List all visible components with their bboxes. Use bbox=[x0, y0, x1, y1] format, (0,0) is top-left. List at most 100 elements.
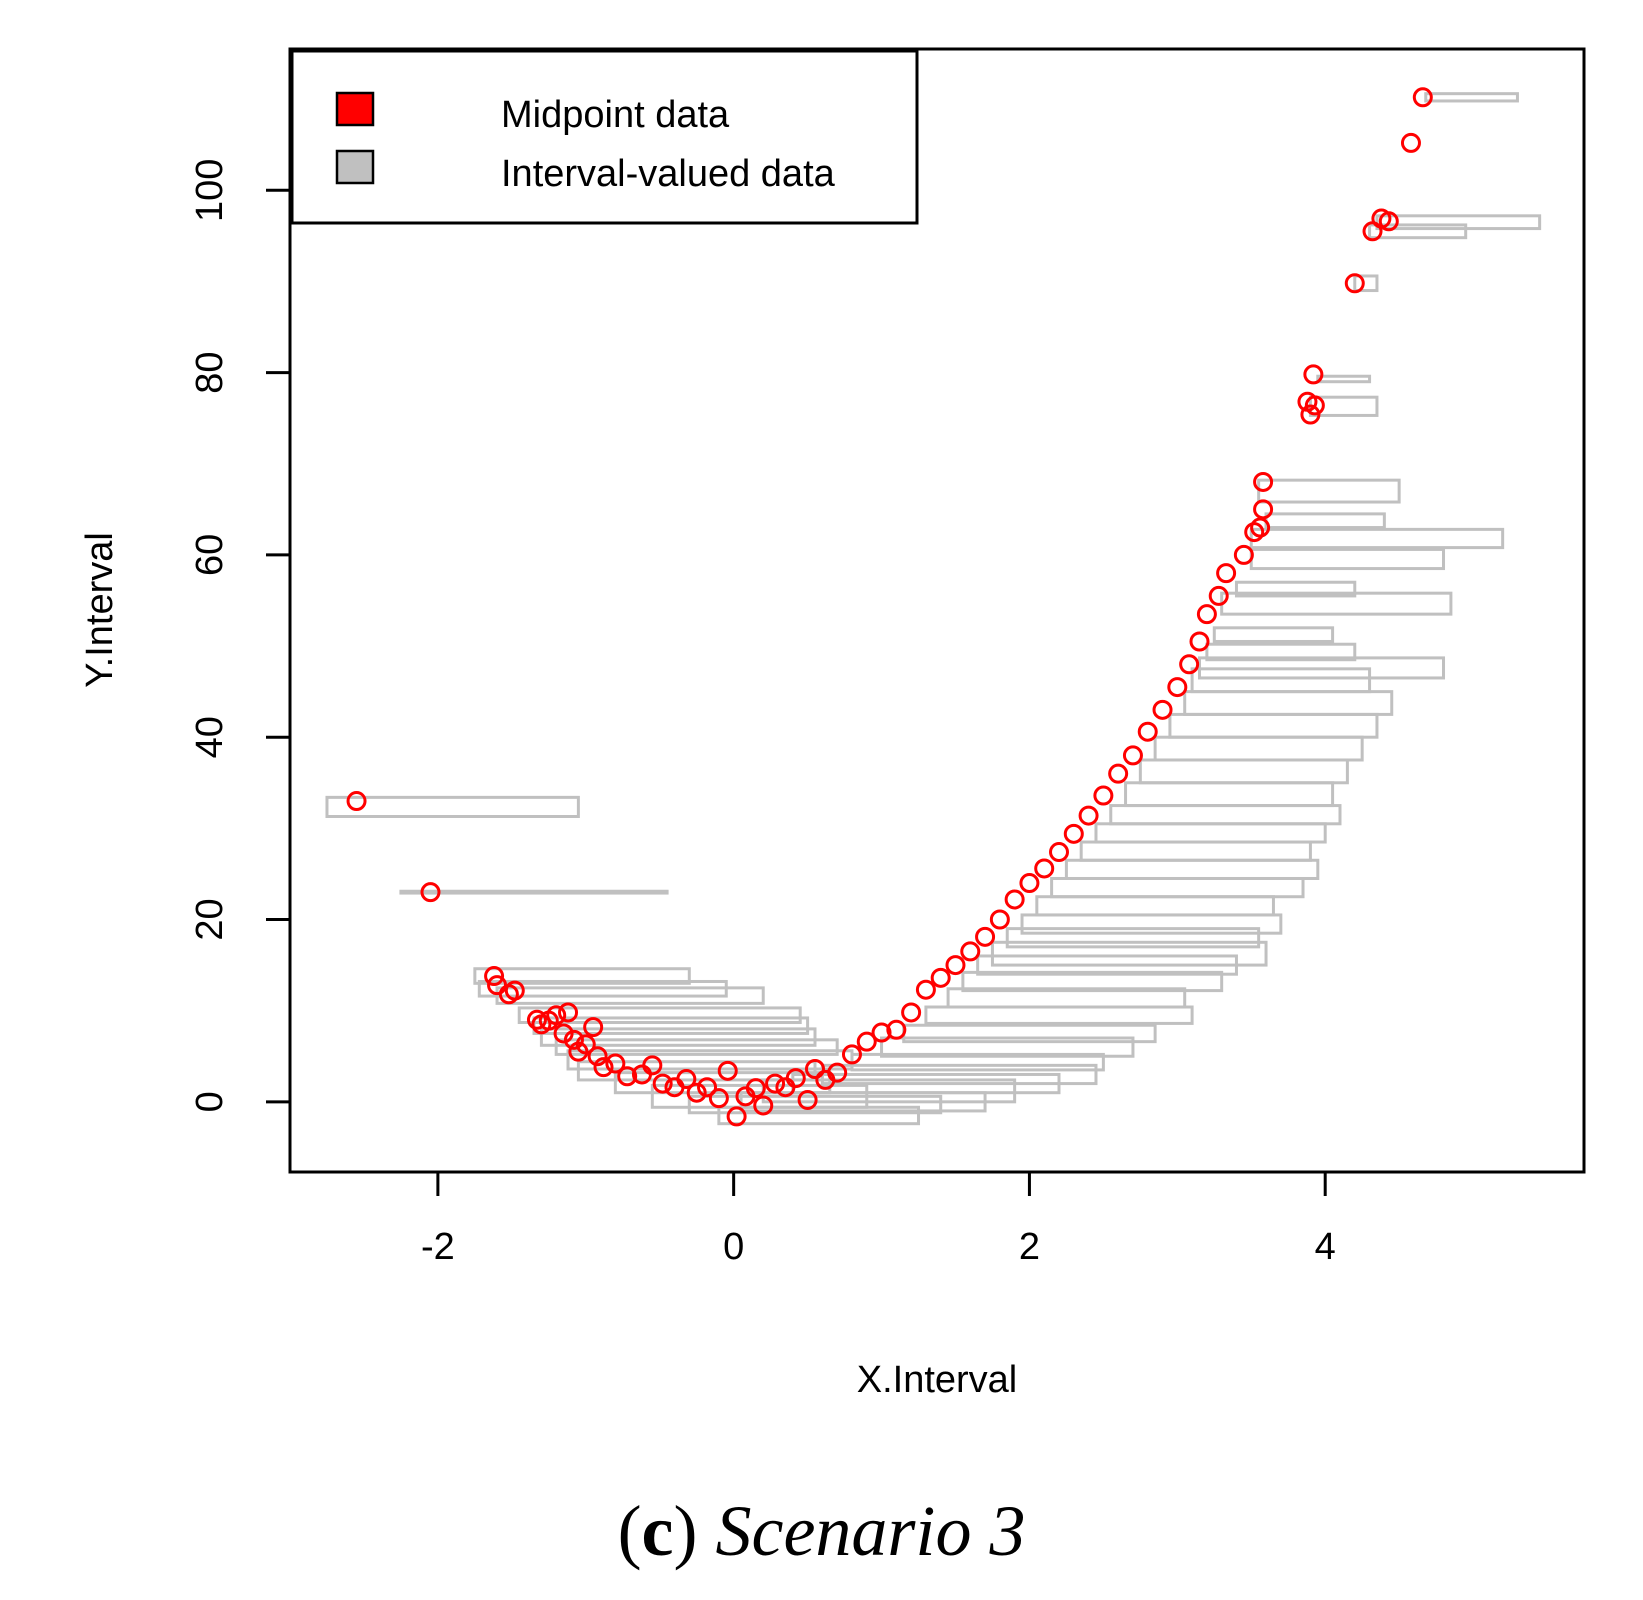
interval-rectangle bbox=[1353, 274, 1379, 293]
x-tick-label: 4 bbox=[1315, 1226, 1336, 1268]
interval-rectangle bbox=[1079, 840, 1312, 862]
midpoint-marker bbox=[1167, 677, 1188, 698]
interval-rectangle bbox=[1424, 92, 1519, 103]
midpoint-marker bbox=[1303, 364, 1324, 385]
midpoint-marker bbox=[708, 1088, 729, 1109]
midpoint-marker bbox=[797, 1089, 818, 1110]
midpoint-marker bbox=[642, 1055, 663, 1076]
interval-rectangle bbox=[473, 967, 691, 985]
interval-rectangle bbox=[1109, 804, 1342, 826]
midpoint-marker bbox=[1019, 873, 1040, 894]
interval-rectangle bbox=[576, 1060, 817, 1082]
interval-rectangle bbox=[946, 987, 1187, 1009]
midpoint-marker bbox=[1063, 823, 1084, 844]
midpoint-marker bbox=[1189, 631, 1210, 652]
interval-rectangle bbox=[1094, 822, 1327, 844]
midpoint-marker bbox=[726, 1106, 747, 1127]
y-tick-label: 100 bbox=[189, 159, 231, 222]
midpoint-marker bbox=[1034, 858, 1055, 879]
interval-rectangle bbox=[1064, 858, 1320, 880]
interval-rectangle bbox=[1050, 876, 1305, 899]
midpoint-marker bbox=[346, 791, 367, 812]
interval-rectangle bbox=[1190, 667, 1372, 694]
interval-rectangle bbox=[1264, 512, 1386, 530]
midpoint-marker bbox=[1004, 889, 1025, 910]
interval-rectangle bbox=[1234, 580, 1357, 598]
y-tick-label: 0 bbox=[189, 1091, 231, 1112]
interval-rectangle bbox=[1316, 374, 1372, 384]
midpoint-marker bbox=[989, 909, 1010, 930]
interval-rectangle bbox=[495, 986, 765, 1005]
midpoint-marker bbox=[745, 1078, 766, 1099]
midpoint-marker bbox=[975, 926, 996, 947]
midpoint-marker bbox=[856, 1031, 877, 1052]
midpoint-marker bbox=[1253, 471, 1274, 492]
caption-letter: c bbox=[641, 1491, 674, 1571]
interval-rectangle bbox=[517, 1006, 802, 1025]
interval-rectangle bbox=[539, 1027, 817, 1047]
midpoint-marker bbox=[587, 1046, 608, 1067]
interval-rectangle bbox=[1183, 690, 1394, 716]
interval-rectangle bbox=[1249, 547, 1446, 571]
x-axis: -2 0 2 4 bbox=[421, 1170, 1336, 1268]
interval-rectangle bbox=[924, 1005, 1194, 1025]
interval-rectangle bbox=[990, 940, 1268, 967]
midpoint-marker bbox=[886, 1019, 907, 1040]
midpoint-marker bbox=[546, 1005, 567, 1026]
x-tick-label: -2 bbox=[421, 1226, 455, 1268]
midpoint-marker bbox=[617, 1066, 638, 1087]
figure-caption: (c) Scenario 3 bbox=[0, 1490, 1643, 1573]
midpoint-marker bbox=[697, 1077, 718, 1098]
midpoint-marker bbox=[526, 1009, 547, 1030]
interval-rectangle bbox=[1035, 895, 1275, 917]
x-axis-label: X.Interval bbox=[857, 1359, 1018, 1401]
interval-rectangle bbox=[1375, 214, 1542, 231]
interval-rectangle bbox=[1212, 626, 1335, 643]
midpoint-marker bbox=[717, 1060, 738, 1081]
midpoint-marker bbox=[1378, 211, 1399, 232]
legend-swatch-midpoint bbox=[335, 91, 375, 127]
midpoint-marker bbox=[1400, 132, 1421, 153]
midpoint-marker bbox=[841, 1044, 862, 1065]
midpoint-marker bbox=[420, 882, 441, 903]
interval-rectangle bbox=[1168, 712, 1379, 739]
legend-swatch-interval bbox=[335, 149, 375, 185]
midpoint-marker bbox=[686, 1082, 707, 1103]
y-tick-label: 20 bbox=[189, 898, 231, 940]
midpoint-marker bbox=[563, 1029, 584, 1050]
midpoint-marker bbox=[504, 980, 525, 1001]
caption-title: Scenario 3 bbox=[715, 1491, 1026, 1571]
midpoint-marker bbox=[1137, 721, 1158, 742]
midpoint-marker bbox=[1233, 544, 1254, 565]
midpoint-marker bbox=[804, 1058, 825, 1079]
midpoint-marker bbox=[871, 1022, 892, 1043]
interval-rectangle bbox=[325, 795, 580, 819]
midpoint-marker bbox=[753, 1095, 774, 1116]
midpoint-marker bbox=[930, 967, 951, 988]
interval-rectangle bbox=[1197, 656, 1446, 680]
interval-rectangle bbox=[961, 970, 1224, 993]
caption-close-paren: ) bbox=[673, 1491, 698, 1571]
midpoint-marker bbox=[1196, 604, 1217, 625]
midpoint-marker bbox=[827, 1062, 848, 1083]
interval-rectangle bbox=[1153, 735, 1364, 762]
midpoint-marker bbox=[1122, 745, 1143, 766]
midpoint-marker bbox=[1093, 785, 1114, 806]
interval-rectangle bbox=[399, 889, 669, 895]
midpoint-marker bbox=[945, 955, 966, 976]
midpoint-marker bbox=[558, 1002, 579, 1023]
midpoint-marker bbox=[593, 1057, 614, 1078]
midpoint-marker bbox=[1250, 517, 1271, 538]
interval-rectangle bbox=[554, 1038, 839, 1056]
legend: Midpoint data Interval-valued data bbox=[290, 49, 919, 225]
y-tick-label: 40 bbox=[189, 716, 231, 758]
midpoint-marker bbox=[1216, 563, 1237, 584]
x-tick-label: 0 bbox=[723, 1226, 744, 1268]
midpoint-marker bbox=[1253, 499, 1274, 520]
interval-rectangle bbox=[1368, 223, 1468, 240]
midpoint-marker bbox=[676, 1069, 697, 1090]
midpoint-marker bbox=[1078, 805, 1099, 826]
y-axis: 0 20 40 60 80 100 bbox=[189, 159, 292, 1112]
midpoint-marker bbox=[484, 966, 505, 987]
midpoint-marker bbox=[553, 1023, 574, 1044]
